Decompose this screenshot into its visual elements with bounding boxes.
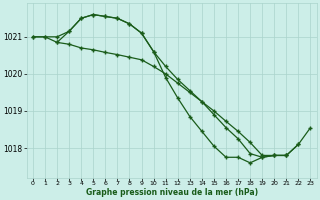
X-axis label: Graphe pression niveau de la mer (hPa): Graphe pression niveau de la mer (hPa) — [86, 188, 258, 197]
